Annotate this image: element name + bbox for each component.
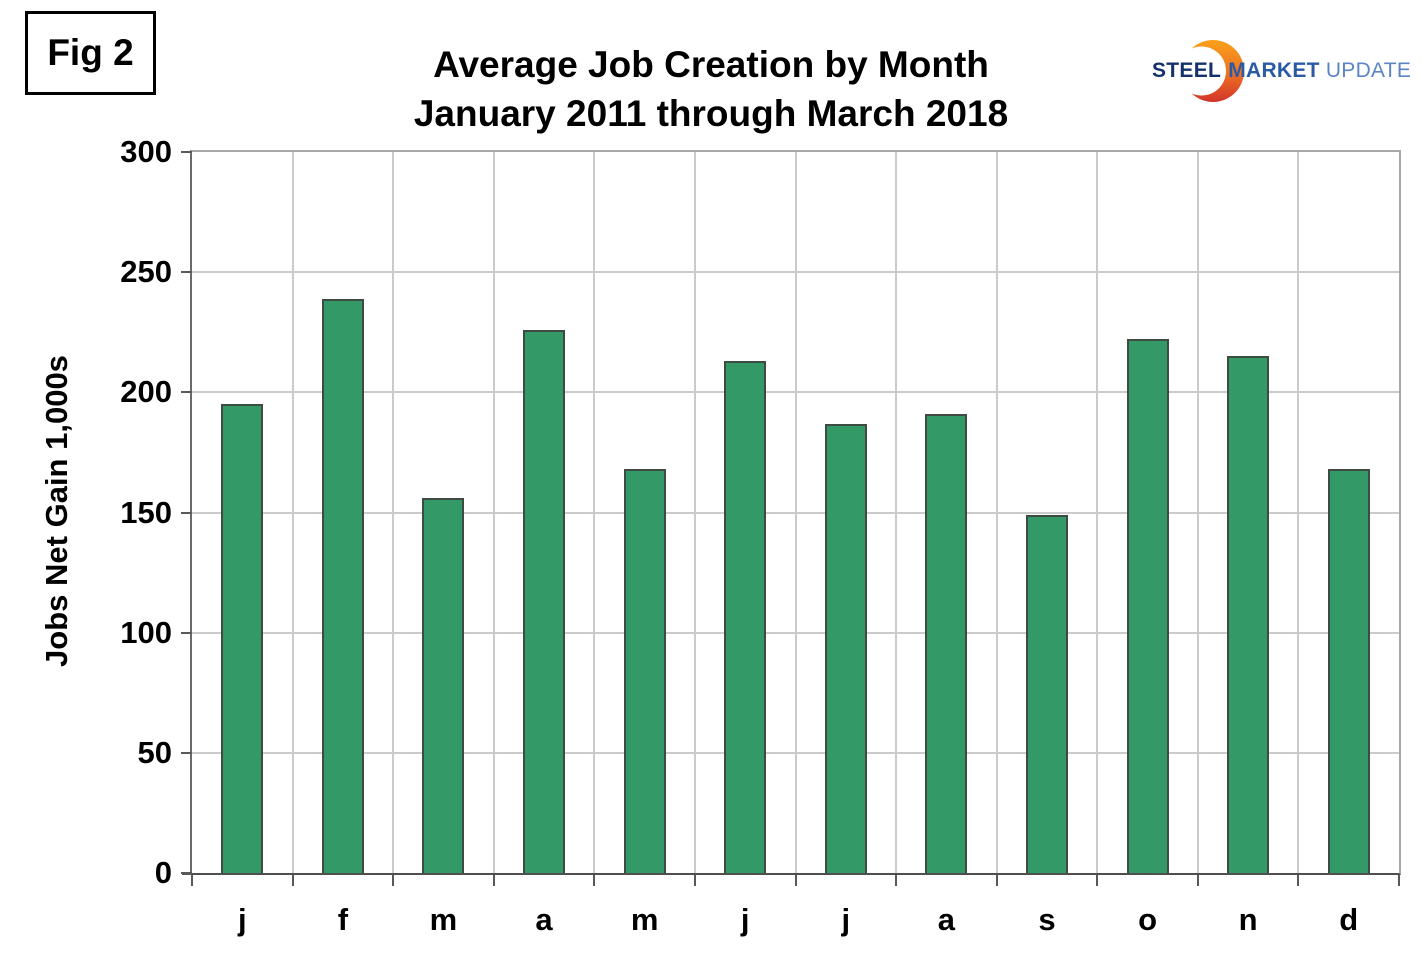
y-tick-label-0: 0 [154,855,172,890]
x-tick-mark-2 [392,875,395,886]
v-gridline-10 [1196,152,1199,873]
v-gridline-11 [1297,152,1300,873]
y-tick-label-200: 200 [120,374,172,410]
x-tick-label-m-4: m [630,902,659,937]
y-tick-label-250: 250 [120,254,172,290]
x-tick-mark-12 [1398,875,1400,886]
x-tick-mark-4 [593,875,596,886]
bar-j-5 [724,361,767,873]
y-tick-label-300: 300 [120,134,172,169]
bar-f-1 [321,299,364,873]
y-tick-mark-250 [181,271,192,274]
logo-text: STEEL MARKET UPDATE [1152,36,1411,106]
figure-label: Fig 2 [47,32,134,73]
x-tick-mark-5 [693,875,696,886]
x-tick-mark-1 [291,875,294,886]
x-tick-label-j-5: j [740,902,750,937]
y-tick-mark-150 [181,511,192,514]
x-tick-label-o-9: o [1138,902,1157,937]
x-tick-mark-8 [995,875,998,886]
x-tick-mark-10 [1196,875,1199,886]
y-tick-mark-200 [181,391,192,394]
crescent-swoosh-icon [1181,40,1244,102]
y-tick-mark-300 [181,151,192,153]
chart-title-block: Average Job Creation by Month January 20… [0,40,1422,138]
x-tick-label-d-11: d [1339,902,1359,937]
v-gridline-6 [794,152,797,873]
y-axis-tick-labels: 0 50 100 150 200 250 300 [0,134,172,890]
y-tick-mark-50 [181,751,192,754]
steel-market-update-logo: STEEL MARKET UPDATE [1146,36,1411,106]
x-axis-left-extension [182,873,192,875]
x-tick-mark-7 [895,875,898,886]
v-gridline-4 [593,152,596,873]
x-tick-label-a-3: a [535,902,553,937]
v-gridline-5 [693,152,696,873]
bar-s-8 [1025,515,1068,873]
y-tick-label-100: 100 [120,614,172,650]
x-tick-mark-9 [1096,875,1099,886]
logo-word-update: UPDATE [1325,59,1412,82]
x-tick-label-a-7: a [937,902,955,937]
x-tick-mark-11 [1297,875,1300,886]
logo-word-market: MARKET [1228,59,1320,82]
plot-area [190,150,1401,875]
bar-a-7 [925,414,968,873]
bar-j-6 [824,424,867,873]
v-gridline-2 [392,152,395,873]
x-tick-mark-0 [191,875,193,886]
x-tick-mark-3 [492,875,495,886]
bar-m-2 [422,498,465,873]
x-tick-label-j-6: j [841,902,851,937]
bar-d-11 [1327,469,1370,873]
v-gridline-1 [291,152,294,873]
x-tick-label-f-1: f [337,902,349,937]
bar-a-3 [523,330,566,873]
v-gridline-9 [1096,152,1099,873]
bar-o-9 [1126,339,1169,873]
y-tick-label-50: 50 [137,734,172,770]
figure-label-box: Fig 2 [25,11,156,95]
chart-title-line1: Average Job Creation by Month [433,44,989,85]
v-gridline-3 [492,152,495,873]
bar-m-4 [623,469,666,873]
y-tick-label-150: 150 [120,494,172,530]
x-tick-mark-6 [794,875,797,886]
chart-title-line2: January 2011 through March 2018 [413,93,1009,134]
bar-j-0 [221,404,264,873]
bar-n-10 [1227,356,1270,873]
x-tick-label-m-2: m [429,902,458,937]
y-tick-mark-100 [181,631,192,634]
x-tick-label-s-8: s [1038,902,1056,937]
x-tick-label-n-10: n [1238,902,1258,937]
x-tick-label-j-0: j [237,902,247,937]
v-gridline-8 [995,152,998,873]
logo-word-steel: STEEL [1152,59,1222,82]
v-gridline-7 [895,152,898,873]
